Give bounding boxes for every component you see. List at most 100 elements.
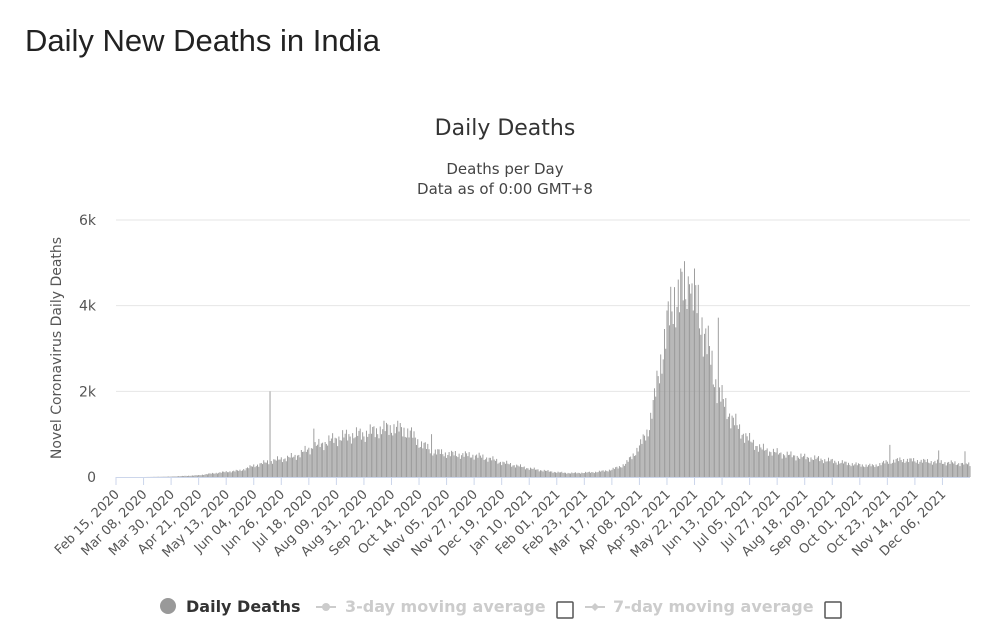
- bar: [760, 447, 762, 477]
- bar: [218, 472, 220, 477]
- bar: [885, 460, 887, 477]
- bar: [623, 465, 625, 477]
- bar: [680, 268, 682, 477]
- bar: [493, 459, 495, 477]
- bar: [818, 456, 819, 477]
- bar: [661, 373, 663, 477]
- bar: [789, 454, 791, 477]
- bar: [597, 472, 599, 477]
- bar: [242, 470, 243, 477]
- bar: [888, 463, 890, 477]
- bar: [631, 459, 633, 477]
- bar: [245, 468, 247, 477]
- bar: [946, 462, 948, 477]
- bar: [487, 461, 489, 477]
- bar: [542, 471, 544, 477]
- bar: [193, 475, 195, 477]
- bar: [910, 458, 912, 477]
- bar: [243, 469, 245, 477]
- bar: [216, 473, 218, 477]
- bar: [426, 448, 428, 477]
- bar: [955, 465, 957, 477]
- bar: [250, 466, 252, 477]
- bar: [403, 427, 405, 477]
- bar: [608, 469, 610, 477]
- bar: [721, 385, 723, 477]
- checkbox-7-day-moving-average[interactable]: [824, 601, 842, 619]
- bar: [643, 435, 645, 477]
- bar: [635, 455, 637, 477]
- legend-item-daily-deaths[interactable]: Daily Deaths: [160, 597, 301, 616]
- bar: [406, 437, 407, 477]
- bar: [190, 475, 192, 477]
- chart-subtitle-line-1: Deaths per Day: [446, 160, 563, 178]
- bar: [442, 454, 444, 477]
- bar: [195, 475, 197, 477]
- legend-item-7-day-moving-average[interactable]: 7-day moving average: [585, 597, 814, 616]
- bar: [423, 442, 425, 477]
- bar: [653, 388, 655, 477]
- legend-marker-daily-deaths: [160, 598, 176, 614]
- bar: [889, 444, 891, 478]
- bar: [210, 473, 212, 477]
- checkbox-3-day-moving-average[interactable]: [556, 601, 574, 619]
- bar: [262, 464, 263, 477]
- bar: [744, 442, 746, 477]
- bar: [790, 451, 792, 477]
- bar: [727, 416, 729, 477]
- bar: [334, 437, 336, 477]
- bar: [175, 476, 177, 477]
- bar: [523, 466, 525, 477]
- bar: [528, 469, 530, 477]
- bar: [383, 420, 385, 477]
- bar: [342, 430, 344, 477]
- bar: [833, 463, 834, 477]
- bar: [967, 464, 968, 477]
- bar: [309, 454, 311, 477]
- bar: [468, 452, 470, 477]
- bar: [658, 383, 660, 477]
- bar: [835, 462, 837, 477]
- bar: [679, 312, 680, 477]
- bar: [806, 456, 808, 477]
- legend-item-3-day-moving-average[interactable]: 3-day moving average: [316, 597, 546, 616]
- bar: [176, 476, 178, 477]
- bar: [434, 449, 436, 477]
- bar: [796, 455, 798, 477]
- bar: [840, 462, 842, 477]
- bar: [737, 428, 739, 477]
- bar: [925, 462, 927, 477]
- bar: [687, 276, 689, 477]
- bar: [603, 471, 605, 477]
- bar: [199, 475, 201, 477]
- bar: [633, 456, 635, 477]
- bar: [327, 445, 329, 477]
- bar: [287, 455, 289, 477]
- bar: [613, 469, 615, 477]
- bar: [288, 456, 290, 477]
- bar: [556, 472, 558, 477]
- bar: [457, 457, 459, 477]
- bar: [185, 475, 187, 477]
- bar: [854, 464, 856, 477]
- bar: [726, 419, 728, 477]
- bar: [848, 462, 850, 477]
- bar: [399, 423, 401, 477]
- bar: [829, 461, 831, 477]
- bar: [764, 450, 766, 477]
- bar: [775, 452, 777, 477]
- bar: [747, 440, 749, 477]
- bar: [843, 463, 844, 477]
- legend-label-daily-deaths: Daily Deaths: [186, 597, 301, 616]
- legend: Daily Deaths 3-day moving average 7-day …: [160, 597, 842, 619]
- bar: [648, 430, 650, 477]
- bar: [184, 475, 186, 477]
- bar: [180, 476, 182, 477]
- bar: [815, 459, 817, 477]
- bar: [343, 437, 345, 477]
- bar: [198, 475, 200, 477]
- bar: [267, 460, 268, 477]
- bar: [452, 451, 454, 477]
- bar: [935, 463, 937, 477]
- bar: [479, 455, 481, 477]
